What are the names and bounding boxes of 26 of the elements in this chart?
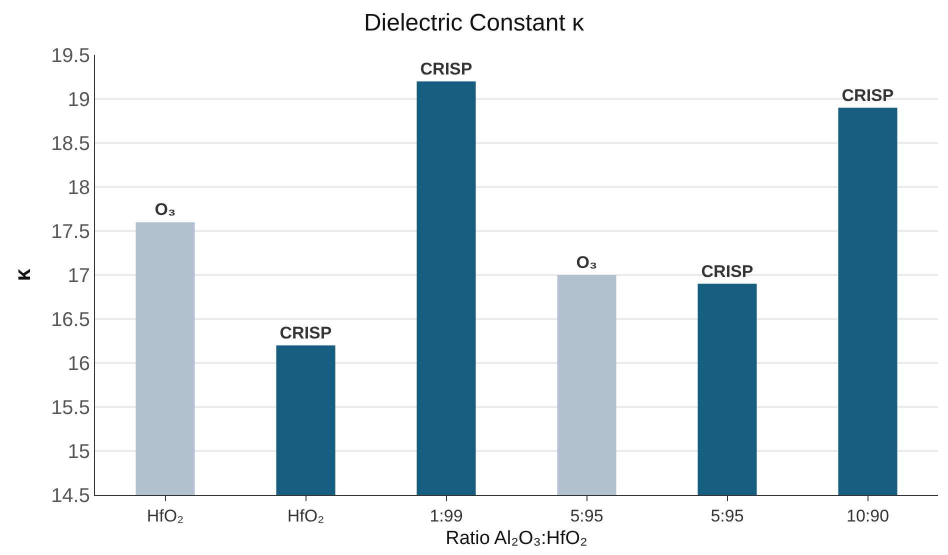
y-tick-label: 17.5 bbox=[51, 221, 90, 243]
y-tick-label: 18 bbox=[68, 177, 90, 199]
x-axis-title: Ratio Al₂O₃:HfO₂ bbox=[446, 528, 588, 550]
x-tick-label: 1:99 bbox=[430, 506, 463, 526]
x-tick-label: 5:95 bbox=[710, 506, 744, 526]
x-tick-label: HfO₂ bbox=[287, 506, 324, 526]
chart-title: Dielectric Constant κ bbox=[364, 10, 586, 37]
x-tick-label: 5:95 bbox=[570, 506, 604, 526]
y-tick-label: 19.5 bbox=[51, 45, 90, 67]
y-tick-label: 18.5 bbox=[51, 133, 90, 155]
data-label: CRISP bbox=[280, 323, 332, 342]
y-tick-label: 15 bbox=[68, 441, 90, 463]
data-label: CRISP bbox=[842, 86, 894, 105]
y-tick-label: 17 bbox=[68, 265, 90, 287]
y-tick-label: 19 bbox=[68, 89, 90, 111]
data-label: CRISP bbox=[420, 59, 472, 78]
y-tick-label: 16 bbox=[68, 353, 90, 375]
y-axis-title: κ bbox=[10, 268, 35, 282]
x-tick-label: HfO₂ bbox=[146, 506, 184, 526]
x-tick-label: 10:90 bbox=[846, 506, 890, 526]
y-tick-label: 14.5 bbox=[51, 485, 90, 507]
y-tick-label: 15.5 bbox=[51, 397, 90, 419]
data-label: CRISP bbox=[701, 262, 754, 281]
data-label: O₃ bbox=[576, 253, 598, 272]
y-tick-label: 16.5 bbox=[51, 309, 90, 331]
data-label: O₃ bbox=[154, 200, 176, 220]
